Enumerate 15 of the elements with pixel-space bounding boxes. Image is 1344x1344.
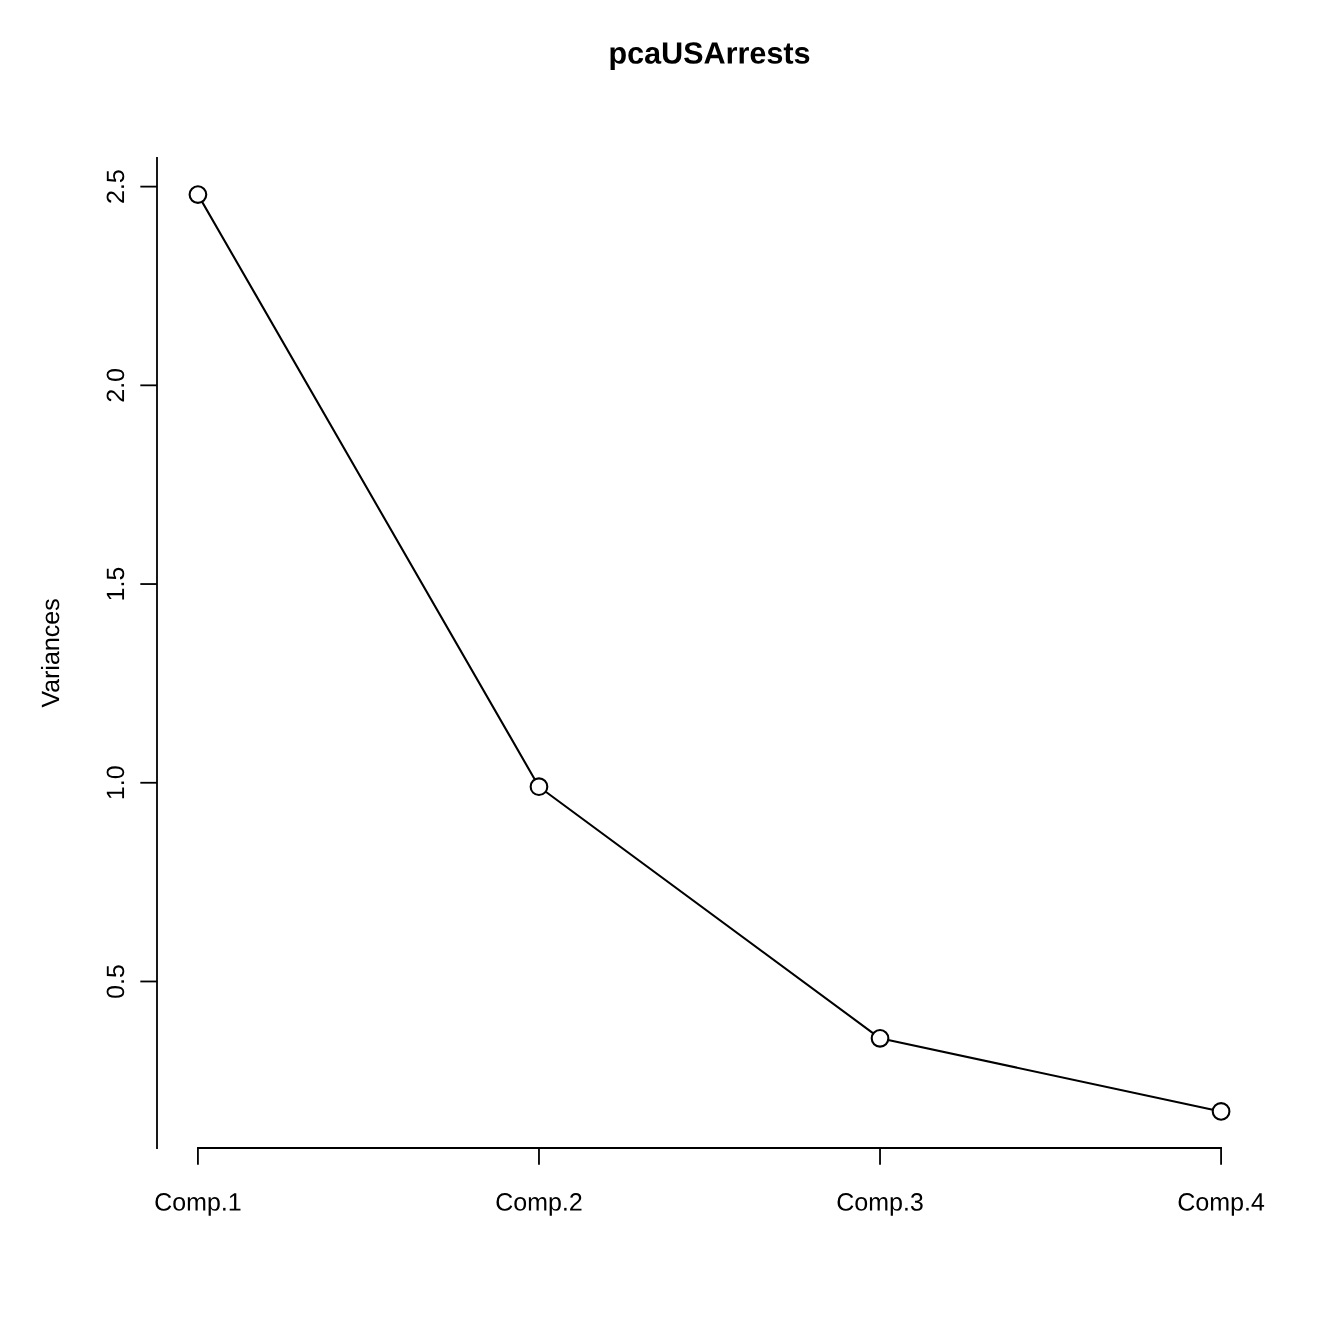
x-tick-label: Comp.1 xyxy=(155,1193,241,1216)
y-tick-label: 0.5 xyxy=(106,965,125,998)
y-axis-title: Variances xyxy=(40,599,60,708)
y-tick-label: 1.0 xyxy=(106,766,125,799)
y-tick-label: 1.5 xyxy=(106,567,125,600)
x-tick-label: Comp.2 xyxy=(496,1193,582,1216)
point xyxy=(870,1028,890,1048)
x-tick-label: Comp.3 xyxy=(837,1193,923,1216)
x-tick-label: Comp.4 xyxy=(1178,1193,1265,1216)
point xyxy=(529,777,549,797)
point xyxy=(1211,1102,1231,1121)
y-tick-label: 2.5 xyxy=(106,170,125,203)
point xyxy=(188,185,208,204)
chart-title: pcaUSArrests xyxy=(610,42,810,70)
y-tick-label: 2.0 xyxy=(106,368,125,402)
